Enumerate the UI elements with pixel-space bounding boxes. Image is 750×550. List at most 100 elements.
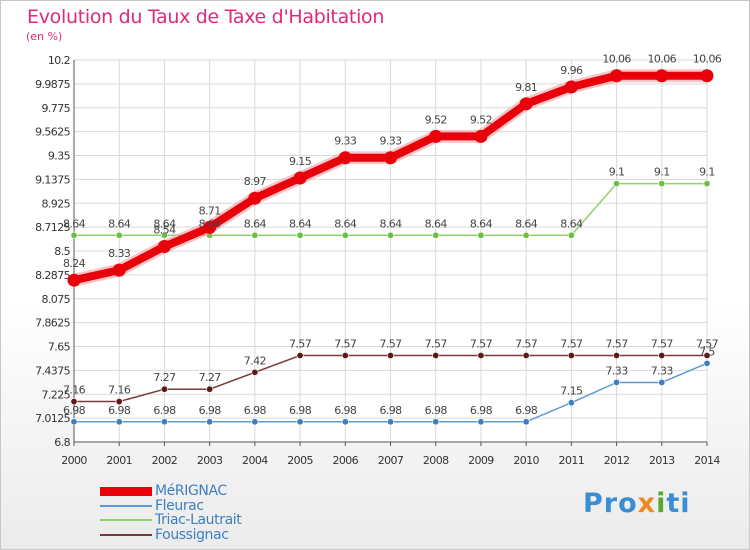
data-point-m-rignac [700,69,714,83]
data-point-foussignac [432,351,440,359]
logo-part: ti [666,488,691,519]
legend-swatch-triac-lautrait [100,519,152,521]
data-label-foussignac: 7.16 [108,384,131,397]
data-label-triac-lautrait: 8.64 [334,217,357,230]
data-point-triac-lautrait [432,231,440,239]
data-point-m-rignac [655,69,669,83]
data-point-m-rignac [519,97,533,111]
y-tick-label: 8.075 [42,293,71,306]
y-tick-label: 7.0125 [35,412,70,425]
data-point-m-rignac [474,129,488,143]
x-tick-label: 2007 [378,454,404,467]
data-point-triac-lautrait [567,231,575,239]
legend-swatch-merignac [100,487,152,496]
data-point-fleurac [341,418,349,426]
data-label-fleurac: 7.33 [651,364,674,377]
y-tick-label: 8.2875 [35,269,70,282]
data-label-m-rignac: 10.06 [602,53,631,66]
data-label-m-rignac: 8.54 [153,224,176,237]
data-point-foussignac [341,351,349,359]
data-label-fleurac: 7.33 [606,364,629,377]
data-label-triac-lautrait: 9.1 [699,166,715,179]
data-point-triac-lautrait [703,180,711,188]
data-point-triac-lautrait [658,180,666,188]
data-label-foussignac: 7.57 [560,337,583,350]
data-label-m-rignac: 9.33 [379,135,402,148]
legend-label: MéRIGNAC [155,483,227,499]
data-label-foussignac: 7.57 [696,337,719,350]
data-point-fleurac [115,418,123,426]
data-label-triac-lautrait: 8.64 [560,217,583,230]
x-tick-label: 2011 [559,454,585,467]
x-tick-label: 2000 [61,454,87,467]
data-point-m-rignac [384,151,397,165]
data-label-foussignac: 7.57 [379,337,402,350]
x-tick-label: 2006 [332,454,358,467]
x-tick-label: 2013 [649,454,675,467]
data-point-fleurac [160,418,168,426]
proxiti-logo: Proxiti [583,488,691,519]
x-tick-label: 2008 [423,454,449,467]
data-label-fleurac: 6.98 [289,404,312,417]
data-label-triac-lautrait: 9.1 [654,166,670,179]
data-point-m-rignac [338,151,352,165]
data-point-triac-lautrait [70,231,78,239]
legend-swatch-foussignac [100,533,152,536]
data-label-m-rignac: 9.15 [289,155,312,168]
data-label-fleurac: 6.98 [63,404,86,417]
data-point-m-rignac [248,191,262,205]
data-point-foussignac [115,398,123,406]
data-point-fleurac [567,399,575,407]
data-point-fleurac [658,378,666,386]
y-tick-label: 7.8625 [35,317,70,330]
y-tick-label: 9.5625 [35,126,70,139]
data-point-fleurac [386,418,394,426]
x-tick-label: 2009 [468,454,494,467]
data-label-foussignac: 7.42 [244,354,266,367]
y-tick-label: 7.4375 [35,364,70,377]
data-point-fleurac [70,418,78,426]
data-label-fleurac: 6.98 [379,404,402,417]
data-label-fleurac: 6.98 [470,404,493,417]
logo-part: x [637,488,657,519]
data-point-foussignac [477,351,485,359]
data-label-foussignac: 7.57 [515,337,538,350]
data-label-m-rignac: 9.52 [425,113,447,126]
data-label-fleurac: 6.98 [153,404,176,417]
data-label-foussignac: 7.16 [63,384,86,397]
x-tick-label: 2002 [152,454,178,467]
data-label-triac-lautrait: 8.64 [379,217,402,230]
x-tick-label: 2010 [513,454,539,467]
data-label-triac-lautrait: 8.64 [515,217,538,230]
data-point-fleurac [477,418,485,426]
data-point-foussignac [206,385,214,393]
data-label-triac-lautrait: 8.64 [470,217,493,230]
data-point-fleurac [432,418,440,426]
data-point-foussignac [658,351,666,359]
data-label-foussignac: 7.57 [470,337,493,350]
y-tick-label: 9.35 [48,150,71,163]
logo-part: i [656,488,667,519]
x-tick-label: 2014 [694,454,720,467]
x-tick-label: 2001 [106,454,132,467]
data-label-m-rignac: 9.52 [470,113,492,126]
data-label-triac-lautrait: 8.64 [244,217,267,230]
data-label-foussignac: 7.27 [153,371,176,384]
data-label-foussignac: 7.57 [606,337,629,350]
data-label-foussignac: 7.57 [289,337,312,350]
data-label-m-rignac: 10.06 [648,53,677,66]
data-point-fleurac [206,418,214,426]
data-label-m-rignac: 9.33 [334,135,357,148]
y-tick-label: 8.5 [54,245,70,258]
legend-swatch-fleurac [100,504,152,507]
data-point-triac-lautrait [251,231,259,239]
logo-part: Pro [583,488,638,519]
data-point-triac-lautrait [160,231,168,239]
data-point-m-rignac [564,80,578,94]
chart-title: Evolution du Taux de Taxe d'Habitation [27,6,385,28]
data-point-m-rignac [112,263,126,277]
y-tick-label: 8.7125 [35,221,70,234]
data-label-m-rignac: 8.71 [199,204,221,217]
data-label-fleurac: 6.98 [199,404,222,417]
